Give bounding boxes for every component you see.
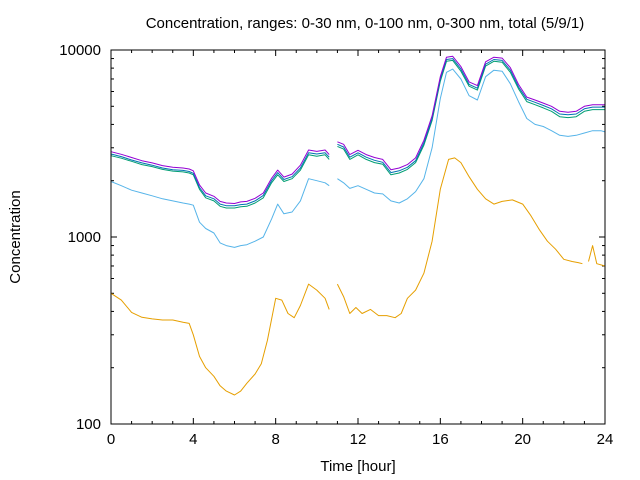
series-line-3 [110, 59, 605, 209]
x-tick-label: 8 [271, 431, 279, 448]
series-line-2 [110, 68, 606, 248]
x-tick-label: 0 [107, 431, 115, 448]
y-tick-label: 100 [76, 416, 101, 433]
x-axis-label: Time [hour] [320, 458, 395, 475]
x-tick-label: 4 [189, 431, 197, 448]
plot-frame [110, 49, 606, 425]
x-tick-label: 24 [597, 431, 614, 448]
series-line-4 [110, 58, 605, 207]
chart-title: Concentration, ranges: 0-30 nm, 0-100 nm… [146, 15, 585, 32]
x-tick-label: 20 [514, 431, 531, 448]
x-tick-label: 16 [432, 431, 449, 448]
y-axis-label: Concentration [7, 190, 24, 283]
series-line-1 [110, 157, 606, 396]
axis-ticks: 0 4 8 12 16 20 24 100 1000 10000 [59, 42, 613, 448]
y-tick-label: 1000 [68, 229, 101, 246]
series-group [110, 55, 606, 396]
y-tick-label: 10000 [59, 42, 101, 59]
series-line-5 [110, 55, 605, 204]
x-tick-label: 12 [350, 431, 367, 448]
